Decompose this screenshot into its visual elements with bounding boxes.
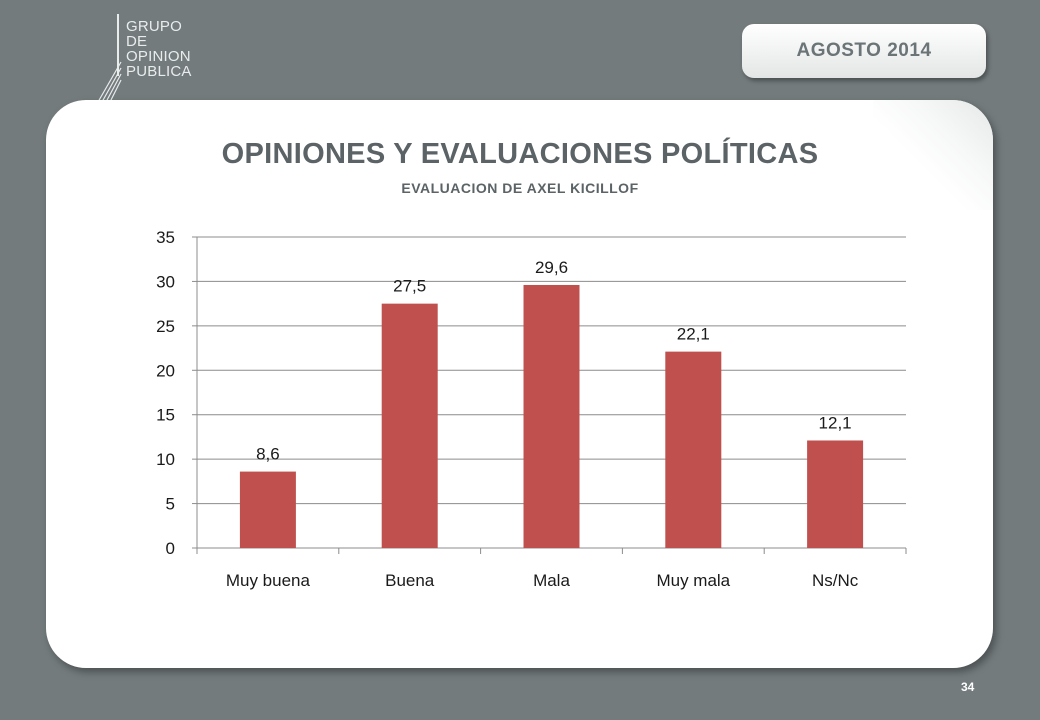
logo-line: GRUPO (126, 18, 183, 35)
data-label: 29,6 (535, 258, 568, 277)
y-tick-label: 10 (156, 450, 175, 469)
y-tick-label: 0 (166, 539, 175, 558)
logo: GRUPO DE OPINION PUBLICA (96, 14, 206, 104)
bar (381, 303, 438, 548)
x-tick-label: Muy buena (226, 571, 311, 590)
y-tick-label: 15 (156, 406, 175, 425)
y-tick-label: 5 (166, 495, 175, 514)
y-tick-label: 35 (156, 228, 175, 247)
data-label: 27,5 (393, 277, 426, 296)
data-label: 8,6 (256, 445, 280, 464)
x-tick-label: Ns/Nc (812, 571, 859, 590)
chart-subtitle: EVALUACION DE AXEL KICILLOF (401, 180, 639, 196)
bar (665, 351, 722, 548)
data-label: 22,1 (677, 325, 710, 344)
logo-line: DE (126, 33, 148, 50)
page-number: 34 (961, 680, 975, 694)
x-tick-label: Muy mala (656, 571, 730, 590)
logo-mark-icon (97, 14, 122, 103)
chart-card (46, 100, 993, 668)
logo-line: PUBLICA (126, 63, 192, 80)
y-tick-label: 30 (156, 272, 175, 291)
bar (523, 284, 580, 548)
bar (807, 440, 864, 548)
bar (239, 471, 296, 548)
logo-text: GRUPO DE OPINION PUBLICA (126, 19, 192, 79)
y-tick-label: 20 (156, 361, 175, 380)
data-label: 12,1 (819, 413, 852, 432)
x-tick-label: Mala (533, 571, 570, 590)
logo-line: OPINION (126, 48, 191, 65)
y-tick-label: 25 (156, 317, 175, 336)
chart-title: OPINIONES Y EVALUACIONES POLÍTICAS (221, 138, 819, 170)
page-curl-decoration (873, 100, 993, 210)
x-tick-label: Buena (385, 571, 435, 590)
date-badge: AGOSTO 2014 (742, 24, 986, 78)
